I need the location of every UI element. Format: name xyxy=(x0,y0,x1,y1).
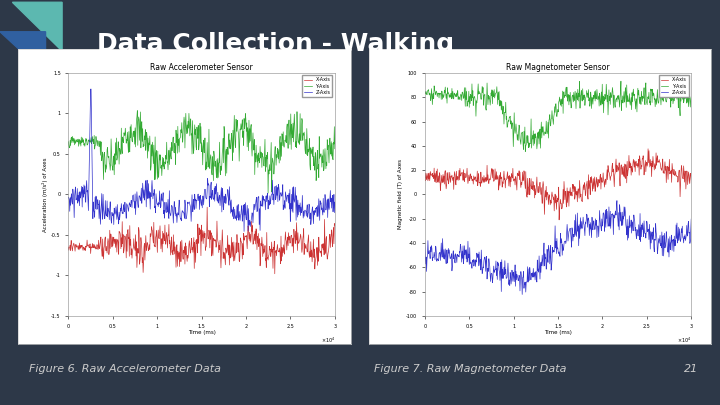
Z-Axis xyxy=(578,226,587,231)
Y-Axis xyxy=(420,92,429,96)
Y-Axis xyxy=(622,105,631,110)
Z-Axis xyxy=(489,269,498,274)
X-Axis xyxy=(489,168,498,173)
Text: $\times 10^4$: $\times 10^4$ xyxy=(677,335,691,345)
Z-Axis xyxy=(330,200,339,205)
Z-Axis xyxy=(133,195,142,200)
Y-Axis xyxy=(541,131,550,136)
Y-axis label: Magnetic field (T) of Axes: Magnetic field (T) of Axes xyxy=(398,160,403,229)
X-Axis xyxy=(644,146,652,151)
Y-Axis xyxy=(521,149,530,154)
Y-Axis xyxy=(578,99,587,104)
X-Axis xyxy=(64,245,73,249)
Z-Axis xyxy=(222,201,230,206)
Z-Axis xyxy=(599,211,608,216)
X-Axis xyxy=(621,162,630,167)
Z-Axis xyxy=(518,292,526,297)
Y-axis label: Acceleration (m/s²) of Axes: Acceleration (m/s²) of Axes xyxy=(42,157,48,232)
X-Axis xyxy=(222,245,230,250)
X-Axis xyxy=(111,245,120,250)
Y-Axis xyxy=(185,120,194,125)
X-Axis xyxy=(271,271,279,276)
Y-Axis xyxy=(616,79,625,83)
Z-Axis xyxy=(86,87,95,92)
X-Axis xyxy=(132,265,141,270)
X-Axis xyxy=(330,223,339,228)
Title: Raw Accelerometer Sensor: Raw Accelerometer Sensor xyxy=(150,63,253,72)
Y-Axis xyxy=(133,108,142,113)
Text: $\times 10^4$: $\times 10^4$ xyxy=(320,335,335,345)
Y-Axis xyxy=(489,94,498,99)
Polygon shape xyxy=(12,2,62,51)
Line: X-Axis: X-Axis xyxy=(425,149,691,220)
Y-Axis xyxy=(599,94,608,98)
Z-Axis xyxy=(185,200,194,205)
Y-Axis xyxy=(467,81,476,86)
Z-Axis xyxy=(243,203,251,208)
Z-Axis xyxy=(420,239,429,243)
Line: Y-Axis: Y-Axis xyxy=(425,81,691,151)
Legend: X-Axis, Y-Axis, Z-Axis: X-Axis, Y-Axis, Z-Axis xyxy=(659,75,689,97)
X-Axis xyxy=(265,244,274,249)
Z-Axis xyxy=(64,195,73,200)
X-Axis xyxy=(687,181,696,185)
Polygon shape xyxy=(0,32,45,74)
Y-Axis xyxy=(64,139,73,144)
Z-Axis xyxy=(240,229,248,234)
Line: X-Axis: X-Axis xyxy=(68,207,335,274)
Y-Axis xyxy=(243,120,251,125)
Line: Z-Axis: Z-Axis xyxy=(425,200,691,294)
Title: Raw Magnetometer Sensor: Raw Magnetometer Sensor xyxy=(506,63,610,72)
X-axis label: Time (ms): Time (ms) xyxy=(544,330,572,335)
Z-Axis xyxy=(687,217,696,222)
Legend: X-Axis, Y-Axis, Z-Axis: X-Axis, Y-Axis, Z-Axis xyxy=(302,75,333,97)
X-Axis xyxy=(555,217,564,222)
Z-Axis xyxy=(622,225,631,230)
Text: Figure 6. Raw Accelerometer Data: Figure 6. Raw Accelerometer Data xyxy=(29,364,221,375)
Y-Axis xyxy=(222,149,230,154)
Z-Axis xyxy=(112,204,120,209)
Text: 21: 21 xyxy=(684,364,698,375)
Z-Axis xyxy=(613,198,621,203)
Z-Axis xyxy=(541,255,550,260)
X-Axis xyxy=(578,199,587,204)
Line: Z-Axis: Z-Axis xyxy=(68,89,335,231)
Y-Axis xyxy=(266,168,274,173)
Z-Axis xyxy=(467,266,476,271)
X-Axis xyxy=(467,178,476,183)
Y-Axis xyxy=(132,115,141,119)
X-axis label: Time (ms): Time (ms) xyxy=(188,330,215,335)
Text: Data Collection - Walking: Data Collection - Walking xyxy=(97,32,454,56)
Line: Y-Axis: Y-Axis xyxy=(68,111,335,193)
Y-Axis xyxy=(330,146,339,151)
X-Axis xyxy=(599,171,608,175)
Text: Figure 7. Raw Magnetometer Data: Figure 7. Raw Magnetometer Data xyxy=(374,364,567,375)
X-Axis xyxy=(184,242,193,247)
X-Axis xyxy=(243,241,251,245)
Y-Axis xyxy=(687,94,696,99)
X-Axis xyxy=(541,188,549,193)
Y-Axis xyxy=(264,191,272,196)
Y-Axis xyxy=(111,140,120,145)
X-Axis xyxy=(420,177,429,182)
Z-Axis xyxy=(266,194,274,198)
X-Axis xyxy=(203,205,212,210)
